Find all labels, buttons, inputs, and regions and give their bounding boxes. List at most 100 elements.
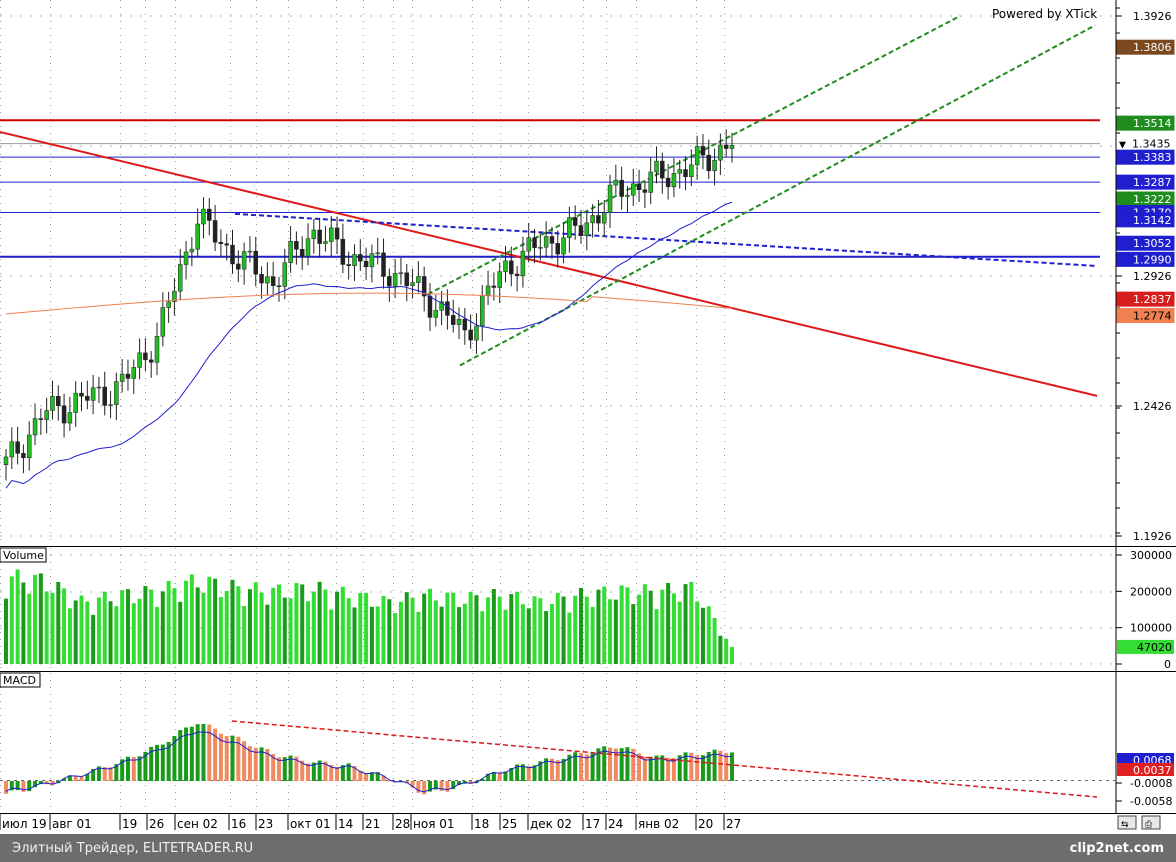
footer-brand[interactable]: clip2net.com xyxy=(1069,840,1164,856)
macd-bar xyxy=(288,755,293,781)
candle-body xyxy=(247,250,253,253)
candle-body xyxy=(665,177,671,188)
macd-bar xyxy=(149,746,154,781)
macd-bar xyxy=(91,768,96,781)
volume-bar xyxy=(677,601,682,664)
candle-body xyxy=(73,392,78,413)
macd-bar xyxy=(608,747,613,781)
volume-axis-label: 100000 xyxy=(1130,622,1172,635)
volume-bar xyxy=(666,582,671,664)
macd-bar xyxy=(695,755,700,781)
volume-bar xyxy=(131,603,136,664)
candle-body xyxy=(631,183,636,196)
candle-body xyxy=(363,260,369,268)
volume-bar xyxy=(526,608,531,664)
volume-bar xyxy=(259,592,264,664)
candle-body xyxy=(259,274,264,284)
volume-bar xyxy=(427,588,432,664)
volume-bar xyxy=(340,586,345,664)
macd-bar xyxy=(352,766,357,781)
macd-tag xyxy=(1117,763,1174,776)
macd-bar xyxy=(259,747,264,781)
macd-bar xyxy=(207,724,212,781)
channel-upper-line xyxy=(427,15,961,296)
macd-bar xyxy=(137,756,142,781)
macd-bar xyxy=(300,760,305,781)
candle-body xyxy=(404,272,410,286)
candle-body xyxy=(172,290,177,303)
volume-bar xyxy=(410,597,415,664)
candle-body xyxy=(50,396,55,411)
volume-bar xyxy=(730,646,734,664)
time-axis-label: 27 xyxy=(726,817,741,831)
candle-body xyxy=(567,217,572,238)
time-axis-label: авг 01 xyxy=(52,817,92,831)
time-axis-label: 26 xyxy=(149,817,164,831)
volume-bar xyxy=(352,607,357,664)
macd-bar xyxy=(445,781,450,792)
candle-body xyxy=(514,273,520,277)
toolbar-icon[interactable] xyxy=(1117,815,1137,830)
macd-bar xyxy=(666,757,671,781)
candle-body xyxy=(538,247,543,249)
volume-bar xyxy=(253,582,258,664)
candle-body xyxy=(276,285,282,287)
volume-bar xyxy=(195,587,200,664)
candle-body xyxy=(67,412,73,424)
price-axis-panel[interactable] xyxy=(1116,0,1176,813)
volume-bar xyxy=(85,601,90,664)
candle-body xyxy=(328,227,334,242)
macd-bar xyxy=(323,761,328,781)
macd-bar xyxy=(730,752,734,781)
macd-title-bg xyxy=(0,672,41,688)
candle-body xyxy=(689,164,694,178)
volume-bar xyxy=(160,591,165,664)
volume-bar xyxy=(276,584,281,664)
macd-bar xyxy=(515,764,520,781)
volume-bar xyxy=(584,596,589,664)
volume-bar xyxy=(683,584,688,664)
print-icon[interactable] xyxy=(1141,815,1161,830)
candle-body xyxy=(532,237,537,248)
candle-body xyxy=(207,208,212,221)
price-tag-label: 1.3287 xyxy=(1133,176,1172,189)
candle-body xyxy=(549,236,555,244)
candle-body xyxy=(154,336,160,363)
price-tag-label: 1.3142 xyxy=(1133,214,1172,227)
volume-pane-title: Volume xyxy=(3,549,44,562)
candle-body xyxy=(137,352,142,368)
candle-body xyxy=(718,144,723,161)
macd-bar xyxy=(532,765,537,781)
macd-bar xyxy=(375,772,380,781)
time-axis-label: 24 xyxy=(608,817,623,831)
candle-body xyxy=(96,386,102,389)
volume-bar xyxy=(520,604,525,664)
macd-signal-line xyxy=(5,731,733,793)
macd-divergence-line xyxy=(231,720,1098,798)
candle-body xyxy=(561,237,566,255)
candle-body xyxy=(427,295,433,318)
candle-body xyxy=(648,171,653,193)
candle-body xyxy=(253,250,258,275)
volume-axis-label: 200000 xyxy=(1130,585,1172,598)
volume-bar xyxy=(364,592,369,664)
macd-bar xyxy=(125,756,130,781)
macd-bar xyxy=(416,781,421,793)
macd-bar xyxy=(346,763,351,781)
macd-bar xyxy=(50,781,55,786)
macd-bar xyxy=(369,772,374,781)
volume-bar xyxy=(33,574,38,664)
candle-body xyxy=(480,294,485,327)
candle-body xyxy=(520,250,526,277)
macd-bar xyxy=(242,741,247,781)
macd-bar xyxy=(648,756,653,781)
volume-bar xyxy=(700,607,705,664)
candle-body xyxy=(119,373,125,382)
candle-body xyxy=(677,169,682,174)
volume-bar xyxy=(335,591,340,664)
candle-body xyxy=(61,405,67,424)
time-axis-label: 16 xyxy=(231,817,246,831)
price-tag xyxy=(1116,174,1175,190)
candle-body xyxy=(21,453,26,458)
